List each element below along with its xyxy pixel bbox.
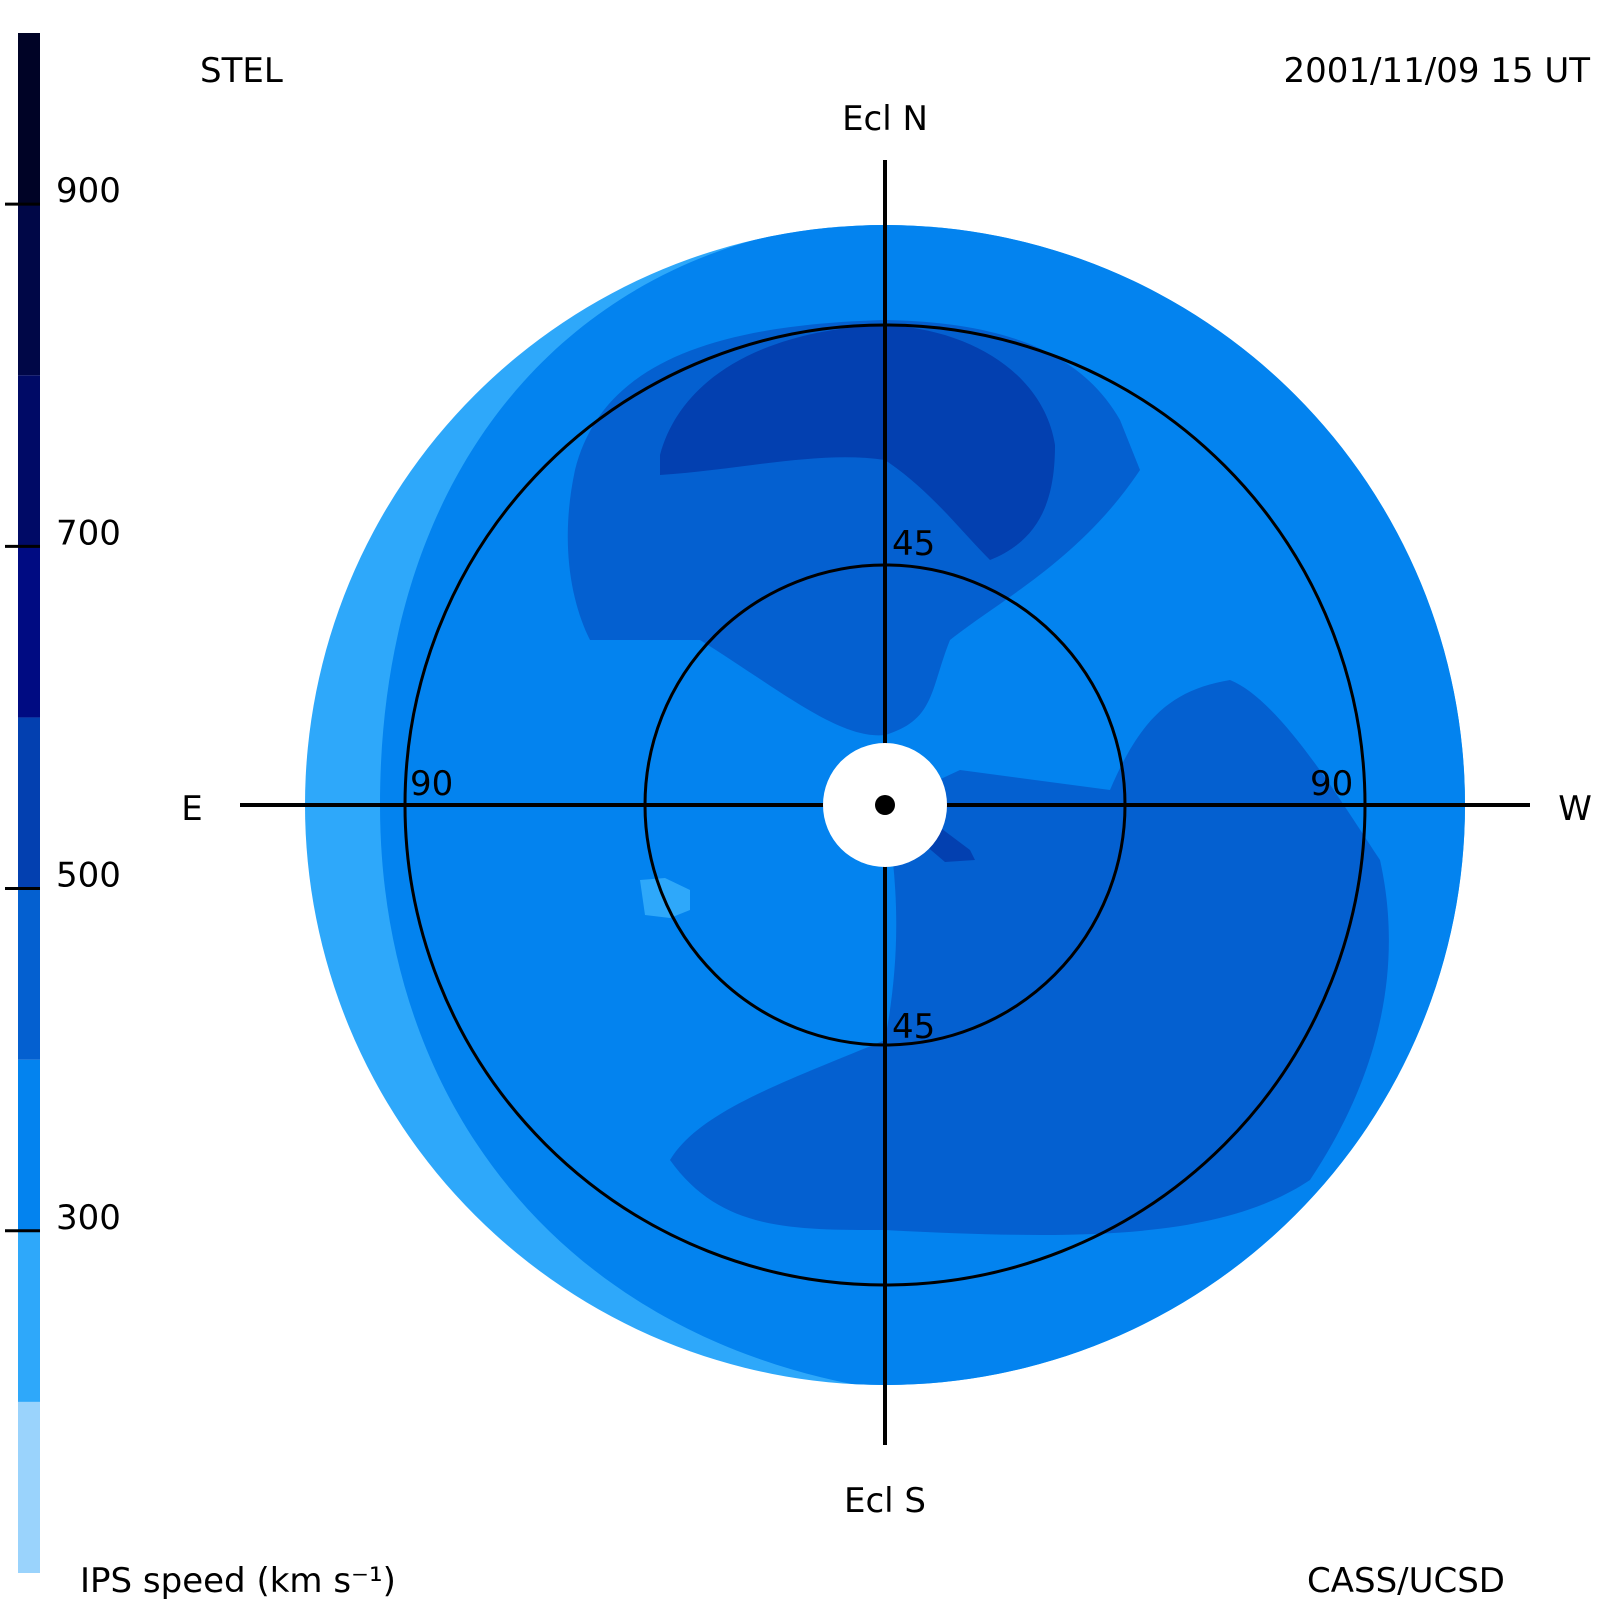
colorbar-level-200-300: [18, 1230, 40, 1402]
colorbar-ticks: 300 500 700 900: [5, 171, 121, 1238]
observatory-label: STEL: [200, 51, 283, 91]
southwest-fast-region: [670, 680, 1389, 1235]
colorbar-level-900-1000: [18, 33, 40, 205]
colorbar: [18, 33, 40, 1573]
colorbar-level-100-200: [18, 1401, 40, 1573]
ring-label-90-west: 90: [1310, 764, 1353, 804]
ring-label-45-north: 45: [892, 524, 935, 564]
compass-north-label: Ecl N: [842, 99, 928, 139]
north-fastest-region: [660, 325, 1055, 560]
colorbar-tick-label-500: 500: [56, 856, 121, 896]
colorbar-label: IPS speed (km s⁻¹): [80, 1561, 396, 1600]
colorbar-tick-label-900: 900: [56, 171, 121, 211]
compass-south-label: Ecl S: [844, 1481, 926, 1521]
colorbar-tick-label-300: 300: [56, 1198, 121, 1238]
datetime-label: 2001/11/09 15 UT: [1284, 51, 1591, 91]
colorbar-level-300-400: [18, 1059, 40, 1231]
colorbar-level-800-900: [18, 204, 40, 376]
colorbar-level-400-500: [18, 888, 40, 1060]
colorbar-tick-label-700: 700: [56, 513, 121, 553]
colorbar-level-500-600: [18, 717, 40, 889]
ring-label-45-south: 45: [892, 1007, 935, 1047]
compass-west-label: W: [1558, 789, 1592, 829]
compass-east-label: E: [181, 789, 202, 829]
sun-center-dot: [875, 795, 895, 815]
colorbar-level-700-800: [18, 375, 40, 547]
colorbar-level-600-700: [18, 546, 40, 718]
ring-label-90-east: 90: [410, 764, 453, 804]
credit-label: CASS/UCSD: [1307, 1561, 1505, 1600]
